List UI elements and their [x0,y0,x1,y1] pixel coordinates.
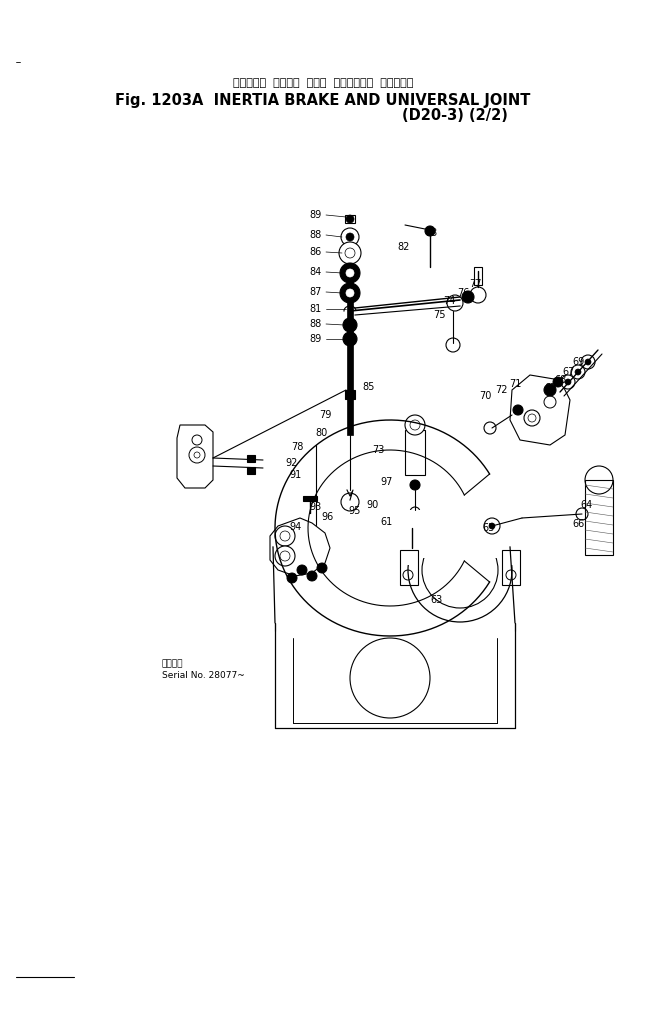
Text: 73: 73 [373,445,385,455]
Text: 96: 96 [322,512,334,522]
Circle shape [553,377,563,387]
Text: 76: 76 [457,288,470,298]
Circle shape [340,263,360,283]
Text: 69: 69 [572,357,584,367]
Text: 77: 77 [470,279,482,289]
Text: 65: 65 [483,523,495,533]
Text: Fig. 1203A  INERTIA BRAKE AND UNIVERSAL JOINT: Fig. 1203A INERTIA BRAKE AND UNIVERSAL J… [116,92,530,107]
Text: 79: 79 [320,410,332,420]
Text: 93: 93 [309,502,322,512]
Circle shape [425,226,435,236]
Bar [345,390,355,399]
Bar [502,550,520,585]
Circle shape [462,291,474,303]
Circle shape [343,332,357,346]
Circle shape [585,359,591,365]
Text: 84: 84 [309,267,322,277]
Bar [400,550,418,585]
Bar [585,480,613,555]
Text: 89: 89 [309,210,322,220]
Circle shape [484,518,500,534]
Bar [400,510,520,565]
Circle shape [346,269,354,277]
Text: 64: 64 [580,500,592,510]
Circle shape [346,215,354,223]
Circle shape [571,365,585,379]
Circle shape [406,516,418,528]
Text: 86: 86 [309,247,322,257]
Circle shape [405,415,425,435]
Text: 74: 74 [444,296,456,306]
Circle shape [544,384,556,396]
Bar [405,430,425,475]
Text: 82: 82 [398,242,410,252]
Circle shape [513,405,523,415]
Text: Serial No. 28077~: Serial No. 28077~ [162,671,245,680]
Text: 88: 88 [309,230,322,240]
Text: 75: 75 [433,310,446,320]
Text: 92: 92 [286,458,298,468]
Bar [247,467,255,474]
Circle shape [561,375,575,389]
Text: 80: 80 [316,428,328,438]
Circle shape [575,369,581,375]
Circle shape [346,289,354,297]
Circle shape [340,283,360,303]
Bar [303,496,317,501]
Text: 81: 81 [309,304,322,314]
Circle shape [581,355,595,369]
Circle shape [565,379,571,385]
Circle shape [489,523,495,529]
Text: 91: 91 [290,470,302,480]
Circle shape [410,480,420,490]
Circle shape [339,242,361,264]
Text: 97: 97 [380,477,393,487]
Circle shape [287,573,297,583]
Text: 89: 89 [309,334,322,344]
Circle shape [297,565,307,575]
Bar [400,510,520,558]
Bar [345,215,355,223]
Text: 68: 68 [554,375,567,385]
Text: 62: 62 [544,383,556,393]
Text: 適用号機: 適用号機 [162,659,183,668]
Circle shape [317,563,327,573]
Text: 88: 88 [309,319,322,329]
Text: 87: 87 [309,287,322,297]
Circle shape [524,410,540,426]
Circle shape [307,571,317,581]
Circle shape [275,526,295,546]
Text: 95: 95 [348,506,360,516]
Text: 61: 61 [380,517,393,527]
Text: 85: 85 [362,382,375,392]
Circle shape [544,396,556,408]
Text: 90: 90 [366,500,379,510]
Text: 78: 78 [291,442,304,452]
Text: 70: 70 [479,391,492,401]
Text: 71: 71 [510,379,522,389]
Circle shape [275,546,295,566]
Bar [247,455,255,462]
Circle shape [346,233,354,241]
Text: (D20-3) (2/2): (D20-3) (2/2) [402,108,508,124]
Bar [347,270,353,435]
Text: 83: 83 [425,228,437,238]
Text: 67: 67 [562,367,574,377]
Text: 63: 63 [430,595,443,605]
Text: 94: 94 [290,522,302,532]
Text: イナーシャ  ブレーキ  および  ユニバーサル  ジョイント: イナーシャ ブレーキ および ユニバーサル ジョイント [233,78,413,88]
Bar [474,267,482,285]
Text: 72: 72 [495,385,508,395]
Circle shape [343,318,357,332]
Text: 66: 66 [572,519,584,529]
